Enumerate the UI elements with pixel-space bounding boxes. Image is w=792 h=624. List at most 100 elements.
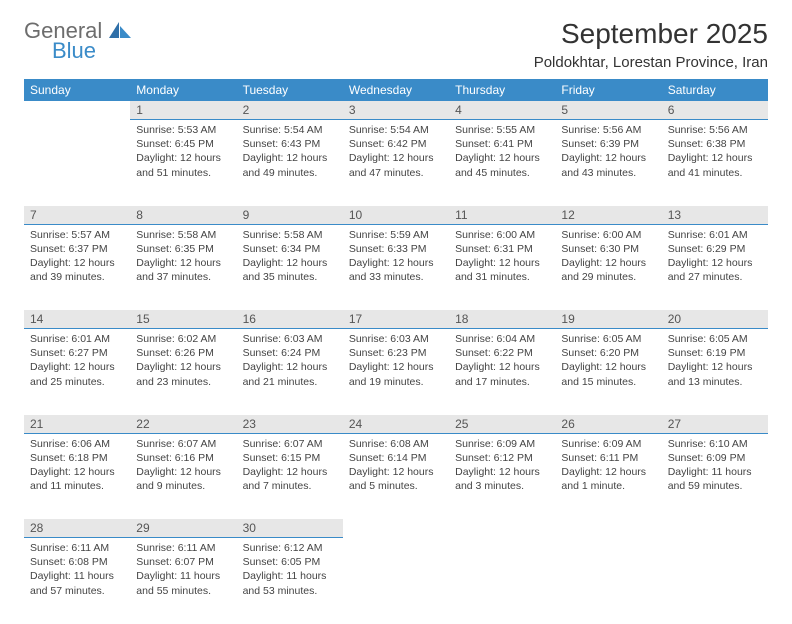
day-number-row: 21222324252627 xyxy=(24,415,768,434)
day-number-cell: 8 xyxy=(130,206,236,225)
logo-sail-icon xyxy=(109,22,131,41)
sunset-text: Sunset: 6:11 PM xyxy=(561,451,655,465)
daylight-text: Daylight: 12 hours and 19 minutes. xyxy=(349,360,443,388)
daylight-text: Daylight: 11 hours and 55 minutes. xyxy=(136,569,230,597)
sunset-text: Sunset: 6:31 PM xyxy=(455,242,549,256)
day-content-cell: Sunrise: 6:11 AMSunset: 6:07 PMDaylight:… xyxy=(130,538,236,624)
day-number-cell xyxy=(24,101,130,120)
day-content-cell xyxy=(343,538,449,624)
sunrise-text: Sunrise: 6:01 AM xyxy=(668,228,762,242)
logo-blue-text: Blue xyxy=(52,40,131,62)
daylight-text: Daylight: 12 hours and 25 minutes. xyxy=(30,360,124,388)
sunset-text: Sunset: 6:38 PM xyxy=(668,137,762,151)
day-number-cell xyxy=(343,519,449,538)
sunrise-text: Sunrise: 6:03 AM xyxy=(349,332,443,346)
weekday-header: Sunday xyxy=(24,79,130,101)
sunset-text: Sunset: 6:22 PM xyxy=(455,346,549,360)
day-content-cell: Sunrise: 5:55 AMSunset: 6:41 PMDaylight:… xyxy=(449,120,555,206)
sunrise-text: Sunrise: 6:09 AM xyxy=(455,437,549,451)
sunset-text: Sunset: 6:09 PM xyxy=(668,451,762,465)
sunset-text: Sunset: 6:39 PM xyxy=(561,137,655,151)
day-number-row: 123456 xyxy=(24,101,768,120)
daylight-text: Daylight: 11 hours and 53 minutes. xyxy=(243,569,337,597)
day-number-cell: 27 xyxy=(662,415,768,434)
day-number-cell: 21 xyxy=(24,415,130,434)
sunrise-text: Sunrise: 6:11 AM xyxy=(136,541,230,555)
sunset-text: Sunset: 6:27 PM xyxy=(30,346,124,360)
day-content-cell xyxy=(449,538,555,624)
day-number-cell xyxy=(449,519,555,538)
day-content-cell: Sunrise: 6:09 AMSunset: 6:12 PMDaylight:… xyxy=(449,433,555,519)
day-number-row: 78910111213 xyxy=(24,206,768,225)
sunrise-text: Sunrise: 6:07 AM xyxy=(243,437,337,451)
day-number-cell: 28 xyxy=(24,519,130,538)
day-content-cell xyxy=(555,538,661,624)
day-number-cell: 18 xyxy=(449,310,555,329)
daylight-text: Daylight: 12 hours and 33 minutes. xyxy=(349,256,443,284)
sunset-text: Sunset: 6:41 PM xyxy=(455,137,549,151)
day-content-cell: Sunrise: 6:10 AMSunset: 6:09 PMDaylight:… xyxy=(662,433,768,519)
sunset-text: Sunset: 6:37 PM xyxy=(30,242,124,256)
weekday-header-row: Sunday Monday Tuesday Wednesday Thursday… xyxy=(24,79,768,101)
weekday-header: Saturday xyxy=(662,79,768,101)
sunset-text: Sunset: 6:29 PM xyxy=(668,242,762,256)
daylight-text: Daylight: 12 hours and 17 minutes. xyxy=(455,360,549,388)
day-number-cell: 15 xyxy=(130,310,236,329)
day-content-cell: Sunrise: 5:58 AMSunset: 6:35 PMDaylight:… xyxy=(130,224,236,310)
sunset-text: Sunset: 6:14 PM xyxy=(349,451,443,465)
sunset-text: Sunset: 6:33 PM xyxy=(349,242,443,256)
sunrise-text: Sunrise: 6:10 AM xyxy=(668,437,762,451)
sunrise-text: Sunrise: 5:56 AM xyxy=(561,123,655,137)
day-number-cell: 10 xyxy=(343,206,449,225)
daylight-text: Daylight: 12 hours and 3 minutes. xyxy=(455,465,549,493)
location-text: Poldokhtar, Lorestan Province, Iran xyxy=(534,54,768,71)
sunset-text: Sunset: 6:05 PM xyxy=(243,555,337,569)
sunrise-text: Sunrise: 5:59 AM xyxy=(349,228,443,242)
sunset-text: Sunset: 6:43 PM xyxy=(243,137,337,151)
daylight-text: Daylight: 12 hours and 39 minutes. xyxy=(30,256,124,284)
day-content-cell: Sunrise: 6:05 AMSunset: 6:19 PMDaylight:… xyxy=(662,329,768,415)
daylight-text: Daylight: 11 hours and 57 minutes. xyxy=(30,569,124,597)
day-number-cell: 2 xyxy=(237,101,343,120)
sunset-text: Sunset: 6:08 PM xyxy=(30,555,124,569)
sunrise-text: Sunrise: 5:55 AM xyxy=(455,123,549,137)
sunset-text: Sunset: 6:19 PM xyxy=(668,346,762,360)
daylight-text: Daylight: 12 hours and 51 minutes. xyxy=(136,151,230,179)
day-content-cell xyxy=(24,120,130,206)
sunrise-text: Sunrise: 6:09 AM xyxy=(561,437,655,451)
day-content-cell: Sunrise: 5:56 AMSunset: 6:38 PMDaylight:… xyxy=(662,120,768,206)
daylight-text: Daylight: 12 hours and 37 minutes. xyxy=(136,256,230,284)
sunrise-text: Sunrise: 6:11 AM xyxy=(30,541,124,555)
day-number-cell: 25 xyxy=(449,415,555,434)
day-content-cell: Sunrise: 6:00 AMSunset: 6:31 PMDaylight:… xyxy=(449,224,555,310)
sunrise-text: Sunrise: 6:05 AM xyxy=(561,332,655,346)
day-number-cell: 23 xyxy=(237,415,343,434)
daylight-text: Daylight: 12 hours and 5 minutes. xyxy=(349,465,443,493)
sunrise-text: Sunrise: 6:03 AM xyxy=(243,332,337,346)
daylight-text: Daylight: 12 hours and 9 minutes. xyxy=(136,465,230,493)
daylight-text: Daylight: 12 hours and 47 minutes. xyxy=(349,151,443,179)
daylight-text: Daylight: 12 hours and 27 minutes. xyxy=(668,256,762,284)
day-number-cell: 5 xyxy=(555,101,661,120)
day-content-cell: Sunrise: 6:09 AMSunset: 6:11 PMDaylight:… xyxy=(555,433,661,519)
sunset-text: Sunset: 6:23 PM xyxy=(349,346,443,360)
sunrise-text: Sunrise: 6:07 AM xyxy=(136,437,230,451)
daylight-text: Daylight: 12 hours and 21 minutes. xyxy=(243,360,337,388)
sunset-text: Sunset: 6:45 PM xyxy=(136,137,230,151)
day-content-row: Sunrise: 6:11 AMSunset: 6:08 PMDaylight:… xyxy=(24,538,768,624)
sunrise-text: Sunrise: 6:00 AM xyxy=(455,228,549,242)
daylight-text: Daylight: 12 hours and 35 minutes. xyxy=(243,256,337,284)
daylight-text: Daylight: 12 hours and 31 minutes. xyxy=(455,256,549,284)
sunrise-text: Sunrise: 5:54 AM xyxy=(349,123,443,137)
day-number-cell: 19 xyxy=(555,310,661,329)
day-content-cell: Sunrise: 6:11 AMSunset: 6:08 PMDaylight:… xyxy=(24,538,130,624)
day-content-cell: Sunrise: 5:57 AMSunset: 6:37 PMDaylight:… xyxy=(24,224,130,310)
daylight-text: Daylight: 12 hours and 43 minutes. xyxy=(561,151,655,179)
sunrise-text: Sunrise: 6:12 AM xyxy=(243,541,337,555)
sunset-text: Sunset: 6:26 PM xyxy=(136,346,230,360)
day-content-row: Sunrise: 5:53 AMSunset: 6:45 PMDaylight:… xyxy=(24,120,768,206)
day-number-cell xyxy=(662,519,768,538)
day-number-cell: 1 xyxy=(130,101,236,120)
day-number-cell: 22 xyxy=(130,415,236,434)
day-content-cell: Sunrise: 5:59 AMSunset: 6:33 PMDaylight:… xyxy=(343,224,449,310)
